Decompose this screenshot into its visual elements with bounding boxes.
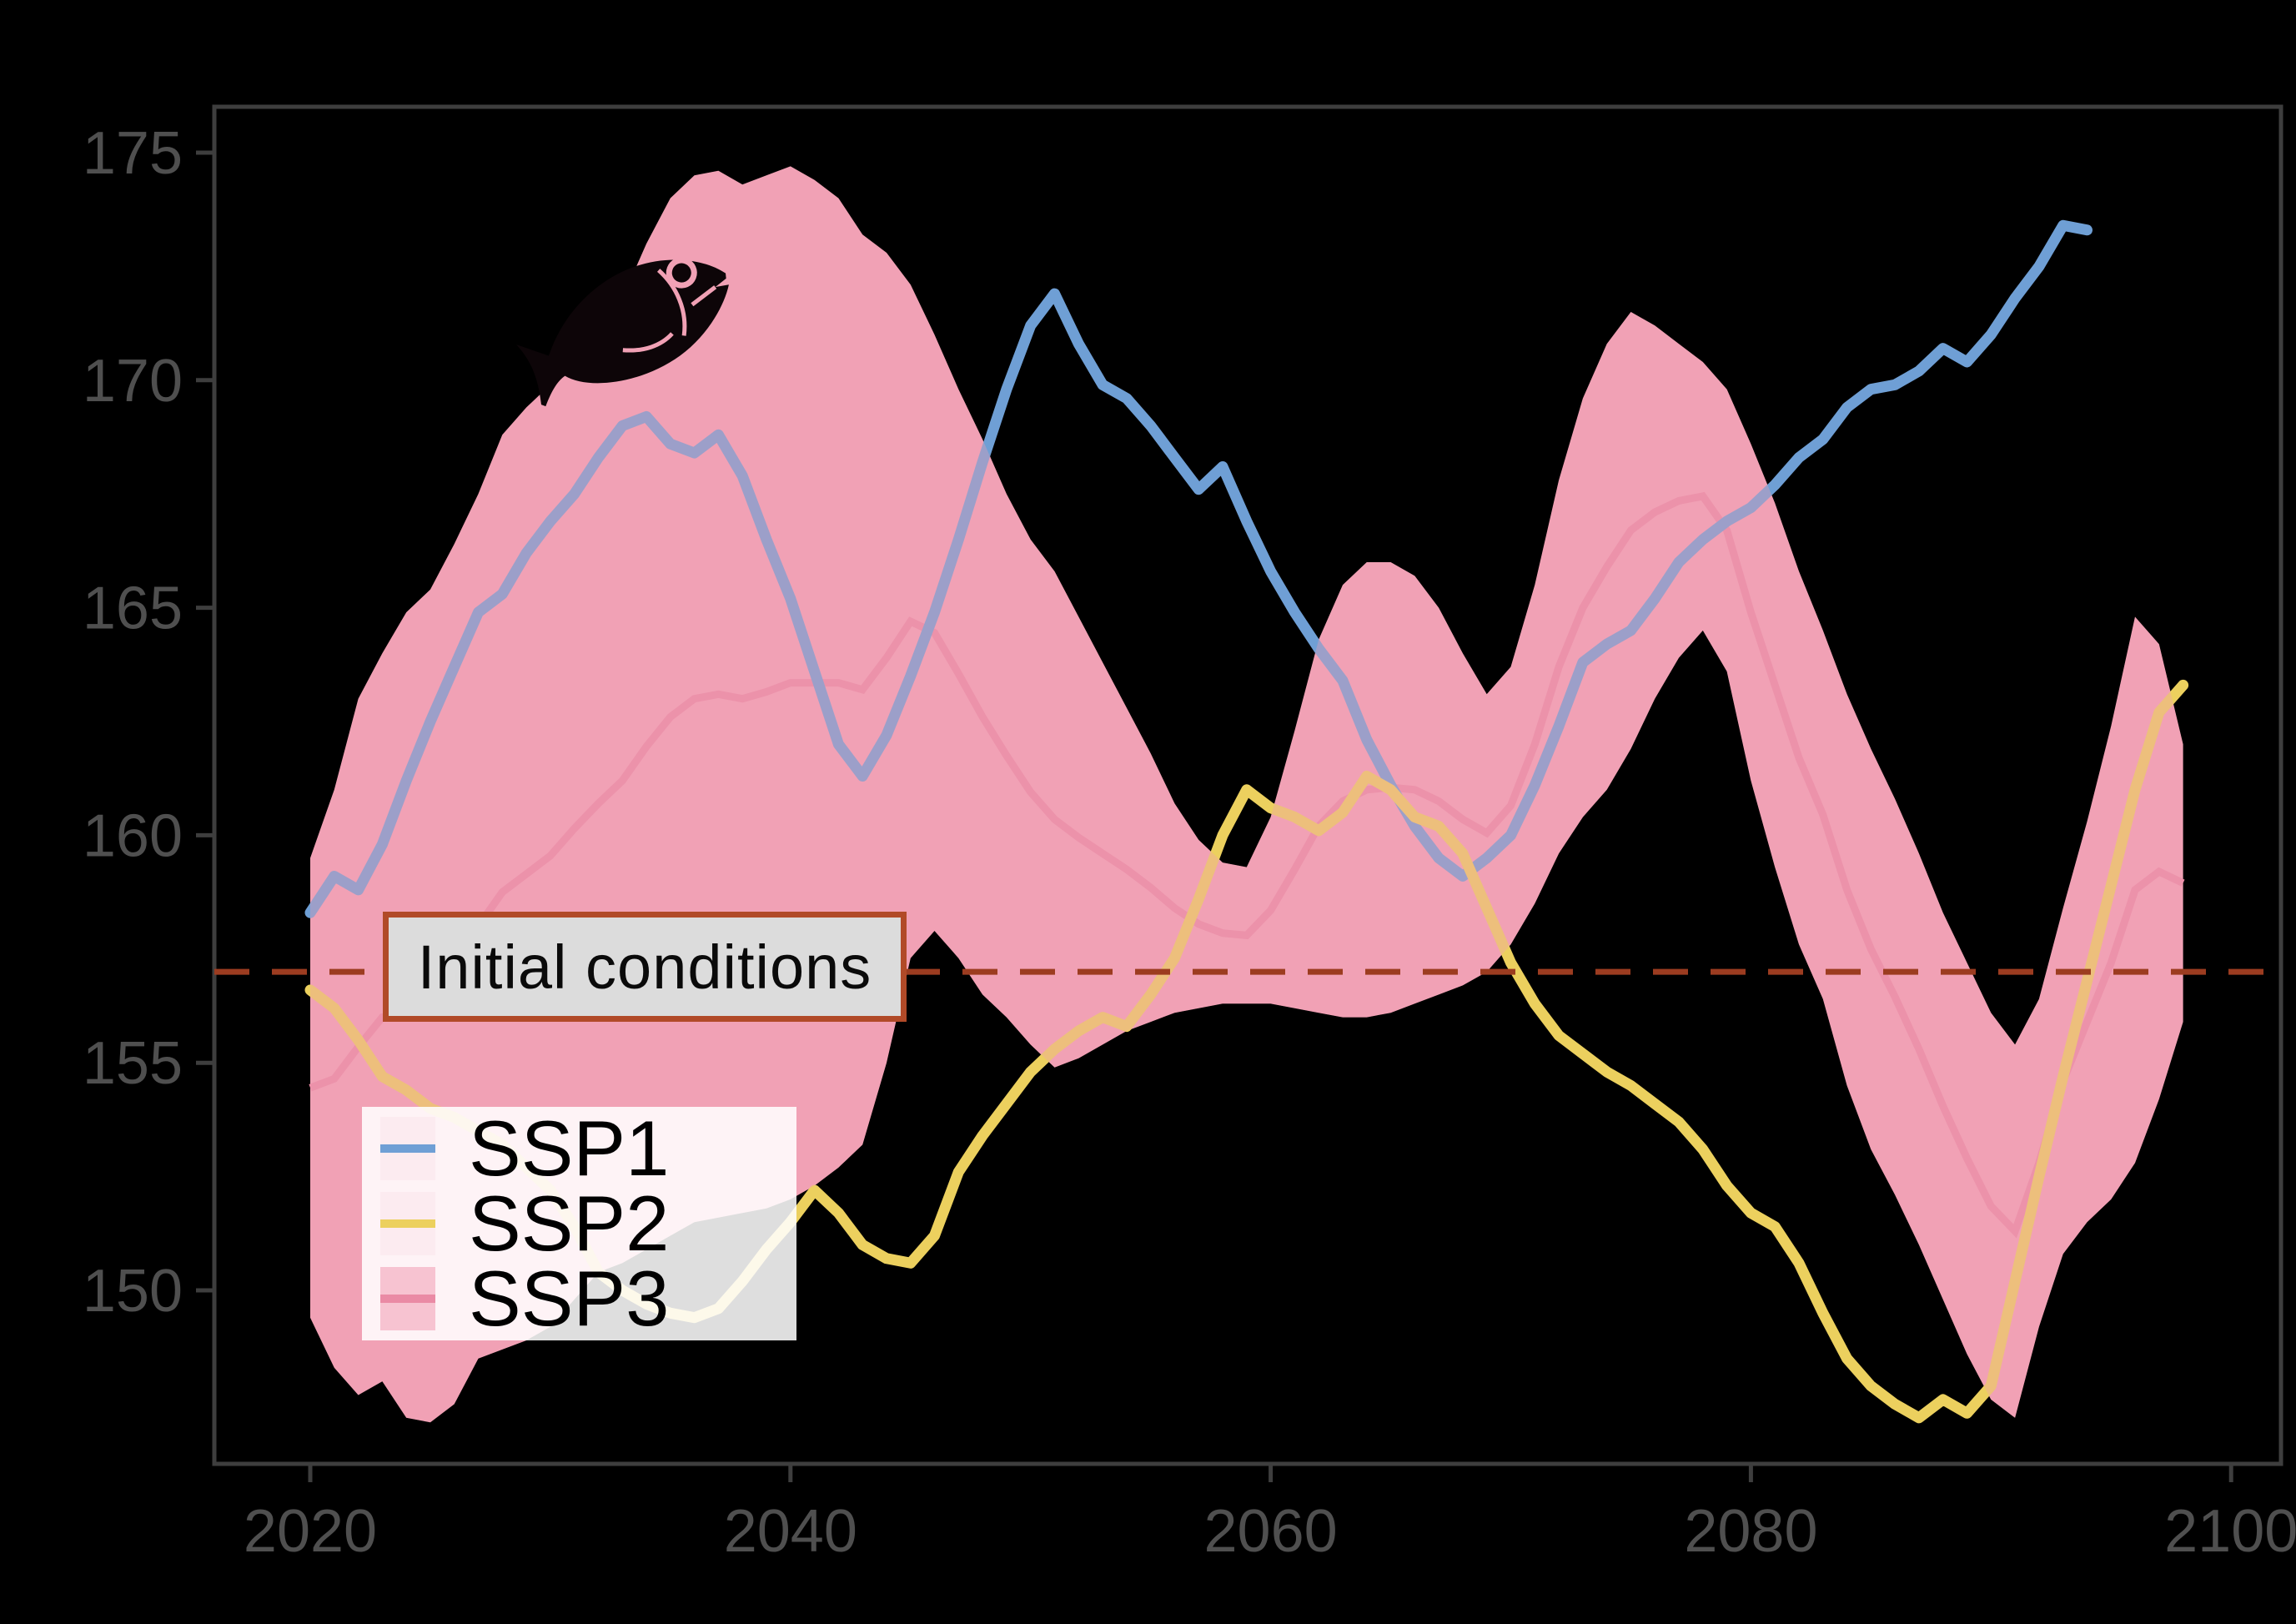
- legend-key-ssp3: [380, 1267, 435, 1330]
- x-tick-label: 2040: [724, 1498, 857, 1565]
- initial-conditions-label: Initial conditions: [417, 932, 872, 1002]
- ssp1-line: [304, 219, 2093, 918]
- fish-icon: [516, 257, 729, 407]
- legend-row-ssp2: SSP2: [380, 1184, 796, 1263]
- y-tick-label: 150: [83, 1258, 183, 1325]
- plot-panel-border: [212, 104, 2283, 1466]
- legend-label-ssp3: SSP3: [469, 1254, 670, 1342]
- y-tick-label: 175: [83, 120, 183, 187]
- fish-fin-line: [622, 332, 674, 353]
- legend-label-ssp1: SSP1: [469, 1104, 670, 1192]
- y-axis: 150 155 160 165 170 175: [83, 120, 214, 1325]
- y-tick-label: 165: [83, 576, 183, 642]
- x-tick-label: 2060: [1204, 1498, 1338, 1565]
- legend-key-ssp2: [380, 1192, 435, 1255]
- y-tick-label: 170: [83, 348, 183, 415]
- ssp3-swatch-line: [380, 1295, 435, 1303]
- legend-key-ssp1: [380, 1117, 435, 1180]
- ssp3-median-line: [309, 491, 2185, 1239]
- legend-row-ssp1: SSP1: [380, 1109, 796, 1188]
- initial-conditions-label-box: Initial conditions: [383, 912, 907, 1022]
- fish-mouth-line: [691, 285, 717, 307]
- ssp2-swatch-line: [380, 1219, 435, 1228]
- x-tick-label: 2100: [2164, 1498, 2296, 1565]
- x-axis: 2020 2040 2060 2080 2100: [244, 1464, 2296, 1565]
- fish-gill-line: [656, 269, 687, 336]
- ssp1-swatch-line: [380, 1144, 435, 1153]
- x-tick-label: 2020: [244, 1498, 377, 1565]
- fish-eye: [666, 257, 697, 289]
- x-tick-label: 2080: [1684, 1498, 1817, 1565]
- y-tick-label: 160: [83, 802, 183, 869]
- y-tick-label: 155: [83, 1030, 183, 1097]
- legend-label-ssp2: SSP2: [469, 1179, 670, 1267]
- legend: SSP1 SSP2 SSP3: [362, 1107, 796, 1340]
- legend-row-ssp3: SSP3: [380, 1259, 796, 1338]
